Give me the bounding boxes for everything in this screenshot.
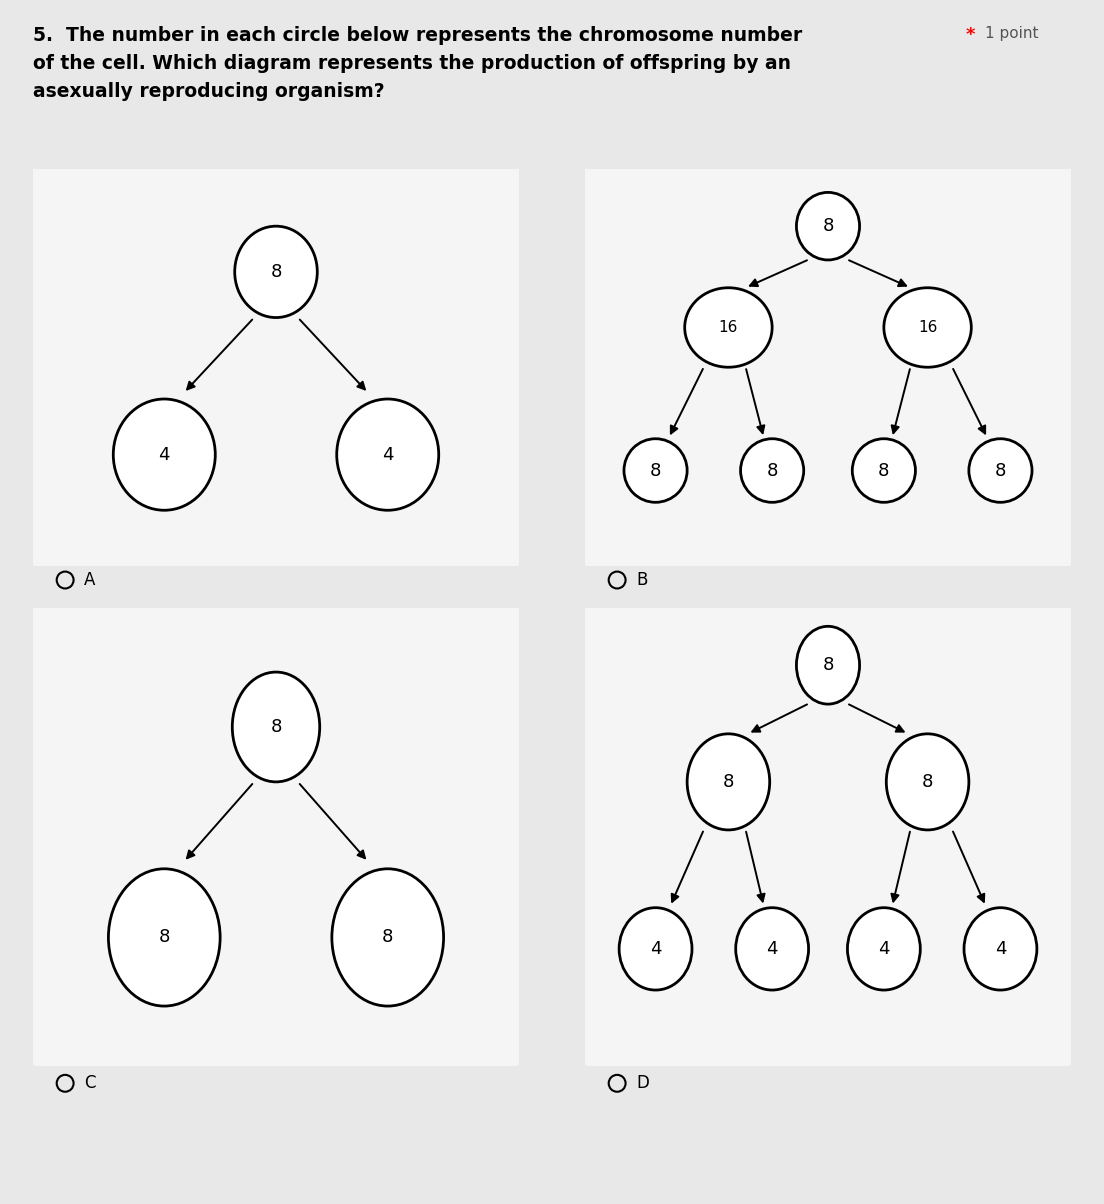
Text: 8: 8	[270, 718, 282, 736]
Ellipse shape	[796, 626, 860, 704]
Text: D: D	[636, 1074, 649, 1092]
Ellipse shape	[332, 869, 444, 1007]
Ellipse shape	[852, 438, 915, 502]
Text: 8: 8	[159, 928, 170, 946]
FancyBboxPatch shape	[584, 167, 1072, 567]
Text: 4: 4	[650, 940, 661, 958]
Text: 4: 4	[159, 445, 170, 464]
Ellipse shape	[619, 908, 692, 990]
FancyBboxPatch shape	[32, 167, 520, 567]
Text: 4: 4	[878, 940, 890, 958]
Ellipse shape	[684, 288, 772, 367]
Ellipse shape	[232, 672, 320, 781]
Ellipse shape	[735, 908, 808, 990]
Text: 4: 4	[766, 940, 778, 958]
Text: 8: 8	[723, 773, 734, 791]
Text: 8: 8	[650, 461, 661, 479]
Ellipse shape	[108, 869, 220, 1007]
Text: A: A	[84, 571, 95, 589]
Text: 8: 8	[878, 461, 890, 479]
Text: 5.  The number in each circle below represents the chromosome number: 5. The number in each circle below repre…	[33, 26, 803, 46]
Ellipse shape	[741, 438, 804, 502]
Text: 8: 8	[382, 928, 393, 946]
Ellipse shape	[235, 226, 317, 318]
Text: 4: 4	[995, 940, 1006, 958]
Ellipse shape	[969, 438, 1032, 502]
Text: C: C	[84, 1074, 95, 1092]
Text: of the cell. Which diagram represents the production of offspring by an: of the cell. Which diagram represents th…	[33, 54, 792, 73]
Text: 16: 16	[719, 320, 739, 335]
Text: 8: 8	[995, 461, 1006, 479]
Text: 16: 16	[917, 320, 937, 335]
Ellipse shape	[848, 908, 921, 990]
Text: 8: 8	[922, 773, 933, 791]
Ellipse shape	[687, 733, 769, 830]
Ellipse shape	[964, 908, 1037, 990]
Text: 8: 8	[270, 262, 282, 281]
Ellipse shape	[887, 733, 969, 830]
Ellipse shape	[796, 193, 860, 260]
Ellipse shape	[337, 399, 438, 510]
Ellipse shape	[624, 438, 687, 502]
Text: 4: 4	[382, 445, 393, 464]
Text: *: *	[966, 26, 976, 45]
FancyBboxPatch shape	[584, 607, 1072, 1067]
Text: 8: 8	[822, 656, 834, 674]
Text: B: B	[636, 571, 647, 589]
Ellipse shape	[884, 288, 972, 367]
Text: 1 point: 1 point	[985, 26, 1038, 41]
Text: asexually reproducing organism?: asexually reproducing organism?	[33, 82, 385, 101]
FancyBboxPatch shape	[32, 607, 520, 1067]
Text: 8: 8	[766, 461, 778, 479]
Text: 8: 8	[822, 217, 834, 235]
Ellipse shape	[114, 399, 215, 510]
